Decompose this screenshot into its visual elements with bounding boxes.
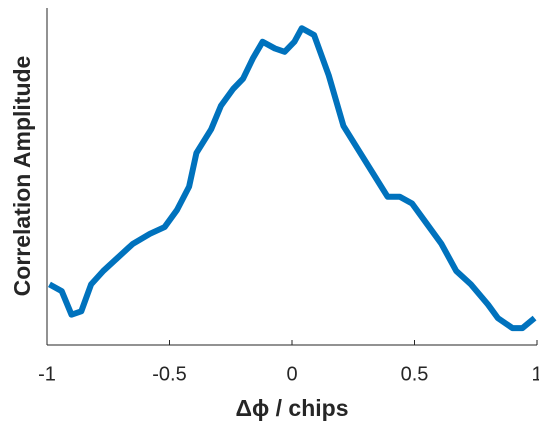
x-tick-label: -0.5 bbox=[152, 363, 186, 385]
x-tick-label: 1 bbox=[531, 363, 539, 385]
y-axis-label: Correlation Amplitude bbox=[9, 56, 35, 297]
x-tick-label: 0.5 bbox=[401, 363, 429, 385]
x-axis-label: Δϕ / chips bbox=[235, 395, 348, 421]
x-tick-label: 0 bbox=[286, 363, 297, 385]
data-line bbox=[48, 25, 537, 332]
x-tick-label: -1 bbox=[38, 363, 56, 385]
